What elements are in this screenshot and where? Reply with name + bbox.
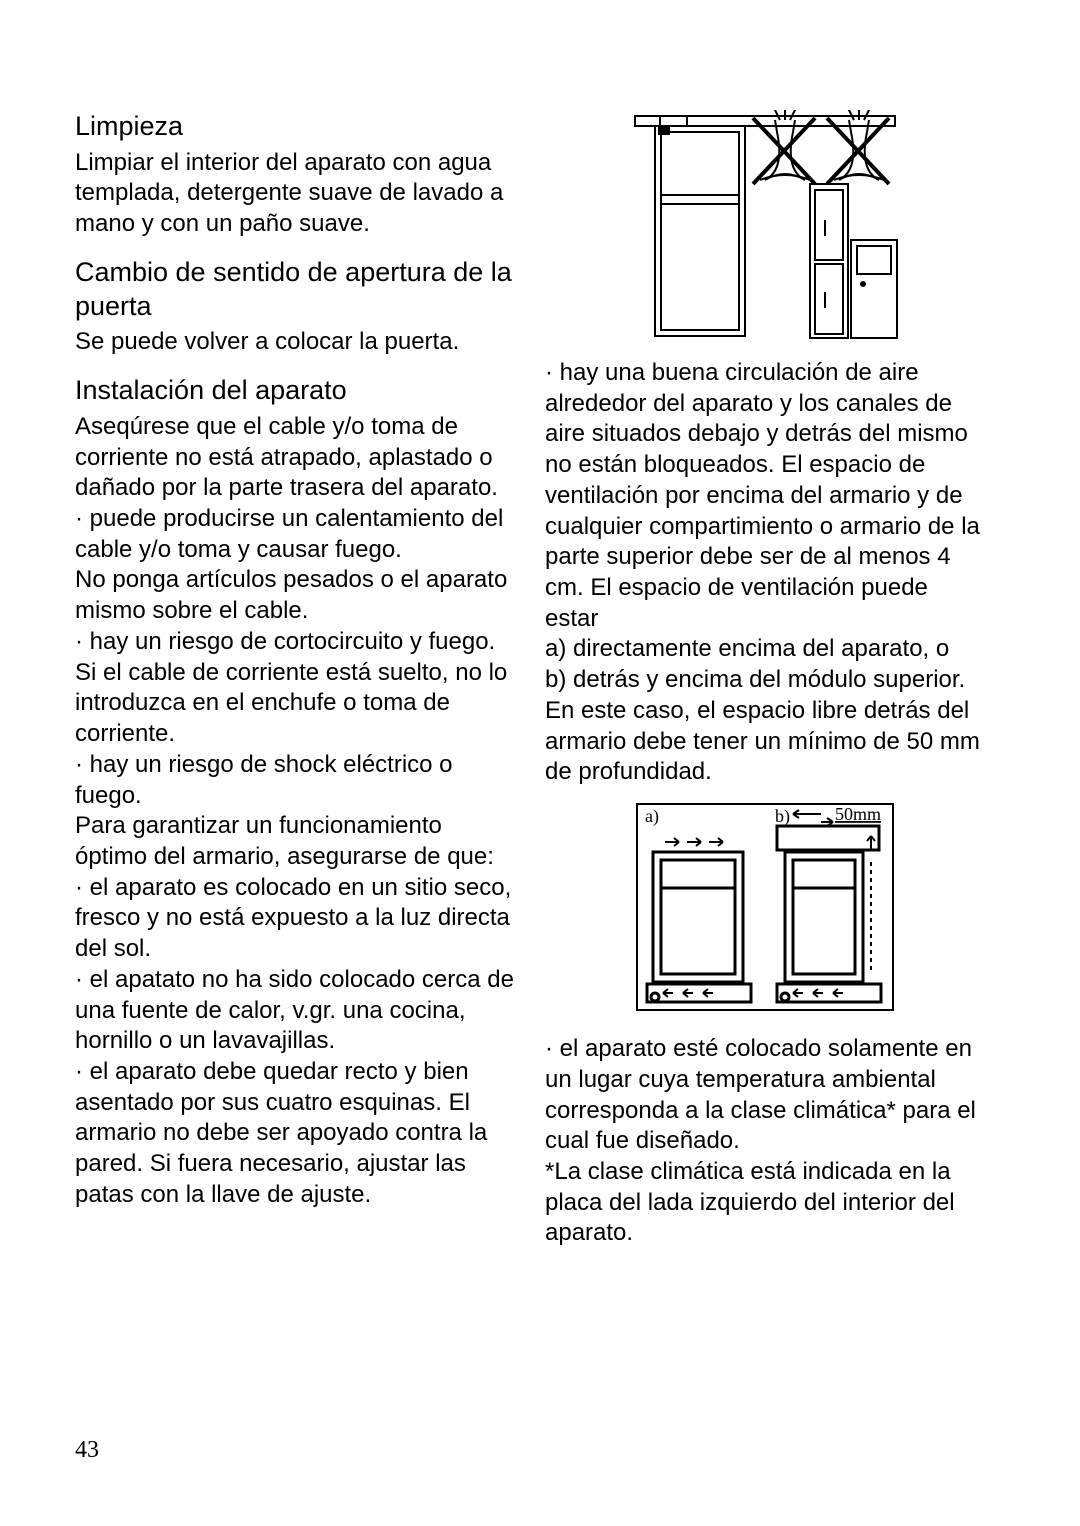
right-column: · hay una buena circulación de aire alre… xyxy=(545,110,985,1261)
inst-b5: · el apatato no ha sido colocado cerca d… xyxy=(75,965,515,1057)
right-body-1: · hay una buena circulación de aire alre… xyxy=(545,358,985,788)
figure-ventilation: a) b) 50mm xyxy=(635,802,895,1012)
inst-b2: · hay un riesgo de cortocircuito y fuego… xyxy=(75,627,515,658)
page-number: 43 xyxy=(75,1437,99,1464)
inst-p2: No ponga artículos pesados o el aparato … xyxy=(75,565,515,626)
left-column: Limpieza Limpiar el interior del aparato… xyxy=(75,110,515,1261)
label-50mm: 50mm xyxy=(835,804,881,824)
right-p2: · el aparato esté colocado solamente en … xyxy=(545,1034,985,1157)
right-p1a: a) directamente encima del aparato, o xyxy=(545,634,985,665)
inst-p4: Para garantizar un funcionamiento óptimo… xyxy=(75,811,515,872)
label-a: a) xyxy=(645,806,659,827)
body-limpieza: Limpiar el interior del aparato con agua… xyxy=(75,148,515,240)
body-cambio: Se puede volver a colocar la puerta. xyxy=(75,327,515,358)
section-cambio: Cambio de sentido de apertura de la puer… xyxy=(75,256,515,358)
right-p1b: b) detrás y encima del módulo superior. … xyxy=(545,665,985,788)
right-p1: · hay una buena circulación de aire alre… xyxy=(545,358,985,634)
section-limpieza: Limpieza Limpiar el interior del aparato… xyxy=(75,110,515,240)
figure-appliance-top xyxy=(625,110,905,340)
heading-cambio: Cambio de sentido de apertura de la puer… xyxy=(75,256,515,324)
inst-b6: · el aparato debe quedar recto y bien as… xyxy=(75,1057,515,1211)
inst-p1: Aseqúrese que el cable y/o toma de corri… xyxy=(75,412,515,504)
inst-b1: · puede producirse un calentamiento del … xyxy=(75,504,515,565)
page-content: Limpieza Limpiar el interior del aparato… xyxy=(0,0,1080,1311)
right-body-2: · el aparato esté colocado solamente en … xyxy=(545,1034,985,1249)
heading-limpieza: Limpieza xyxy=(75,110,515,144)
inst-p3: Si el cable de corriente está suelto, no… xyxy=(75,658,515,750)
body-instalacion: Aseqúrese que el cable y/o toma de corri… xyxy=(75,412,515,1211)
inst-b3: · hay un riesgo de shock eléctrico o fue… xyxy=(75,750,515,811)
heading-instalacion: Instalación del aparato xyxy=(75,374,515,408)
inst-b4: · el aparato es colocado en un sitio sec… xyxy=(75,873,515,965)
right-p3: *La clase climática está indicada en la … xyxy=(545,1157,985,1249)
section-instalacion: Instalación del aparato Aseqúrese que el… xyxy=(75,374,515,1210)
label-b: b) xyxy=(775,806,790,827)
